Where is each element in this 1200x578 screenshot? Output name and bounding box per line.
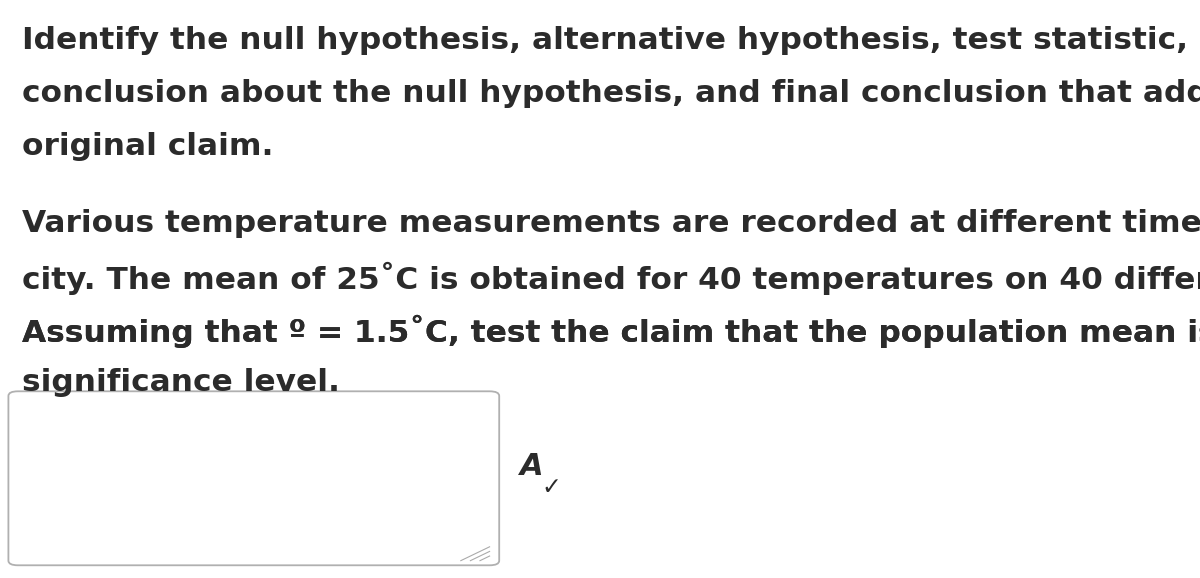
Text: Assuming that º = 1.5˚C, test the claim that the population mean is: Assuming that º = 1.5˚C, test the claim … xyxy=(22,315,1200,348)
Text: Assuming that º = 1.5˚C, test the claim that the population mean is: Assuming that º = 1.5˚C, test the claim … xyxy=(22,315,1200,348)
Text: ✓: ✓ xyxy=(541,475,560,499)
Text: A: A xyxy=(520,452,544,481)
Text: Various temperature measurements are recorded at different times for a particula: Various temperature measurements are rec… xyxy=(22,209,1200,238)
Text: original claim.: original claim. xyxy=(22,132,274,161)
FancyBboxPatch shape xyxy=(8,391,499,565)
Text: significance level.: significance level. xyxy=(22,368,340,397)
Text: city. The mean of 25˚C is obtained for 40 temperatures on 40 different days.: city. The mean of 25˚C is obtained for 4… xyxy=(22,262,1200,295)
Text: Identify the null hypothesis, alternative hypothesis, test statistic, P-value,: Identify the null hypothesis, alternativ… xyxy=(22,26,1200,55)
Text: conclusion about the null hypothesis, and final conclusion that addresses the: conclusion about the null hypothesis, an… xyxy=(22,79,1200,108)
